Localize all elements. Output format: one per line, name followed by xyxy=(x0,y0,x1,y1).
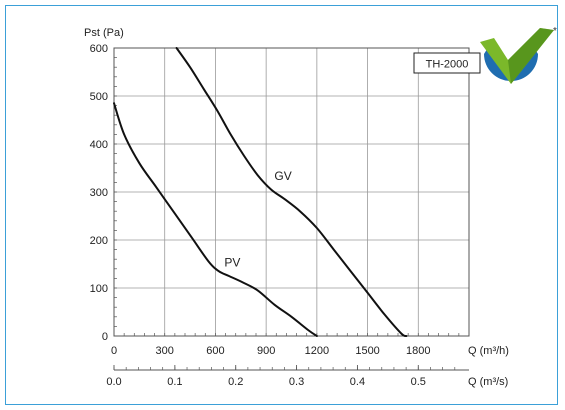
y-tick-label: 600 xyxy=(90,43,108,55)
x2-tick-label: 0.2 xyxy=(228,376,243,388)
y-tick-label: 300 xyxy=(90,187,108,199)
series-annotation-gv: GV xyxy=(274,169,291,183)
x2-tick-label: 0.0 xyxy=(106,376,121,388)
x-axis-label: Q (m³/h) xyxy=(468,345,509,357)
x-tick-label: 300 xyxy=(156,345,174,357)
series-annotation-pv: PV xyxy=(224,255,240,269)
y-tick-label: 400 xyxy=(90,139,108,151)
fan-curve-chart: 0 100 200 300 400 500 600 0 300 600 900 1200 1500 180… xyxy=(84,26,557,388)
y-axis-label: Pst (Pa) xyxy=(84,27,124,39)
x2-axis-label: Q (m³/s) xyxy=(468,376,508,388)
logo-mark: * xyxy=(553,26,557,37)
x-tick-label: 600 xyxy=(206,345,224,357)
x-tick-label: 1500 xyxy=(355,345,379,357)
labels: 0 100 200 300 400 500 600 0 300 600 900 1200 1500 180… xyxy=(90,43,509,388)
x2-tick-label: 0.3 xyxy=(289,376,304,388)
y-tick-label: 0 xyxy=(102,331,108,343)
series-line-pv xyxy=(113,102,318,337)
x-tick-label: 1200 xyxy=(305,345,329,357)
x-tick-label: 0 xyxy=(111,345,117,357)
x-tick-label: 1800 xyxy=(406,345,430,357)
y-tick-label: 500 xyxy=(90,91,108,103)
chart-frame: 0 100 200 300 400 500 600 0 300 600 900 1200 1500 180… xyxy=(5,5,558,405)
x2-tick-label: 0.5 xyxy=(411,376,426,388)
x2-tick-label: 0.4 xyxy=(350,376,365,388)
green-check-badge-icon: * xyxy=(480,26,557,84)
model-badge: TH-2000 xyxy=(413,52,481,74)
grid xyxy=(113,47,469,337)
x-tick-label: 900 xyxy=(257,345,275,357)
x2-tick-label: 0.1 xyxy=(167,376,182,388)
y-tick-label: 200 xyxy=(90,235,108,247)
series xyxy=(113,47,408,338)
model-badge-label: TH-2000 xyxy=(426,59,469,71)
series-line-gv xyxy=(175,47,408,338)
axes xyxy=(113,47,470,371)
y-tick-label: 100 xyxy=(90,283,108,295)
